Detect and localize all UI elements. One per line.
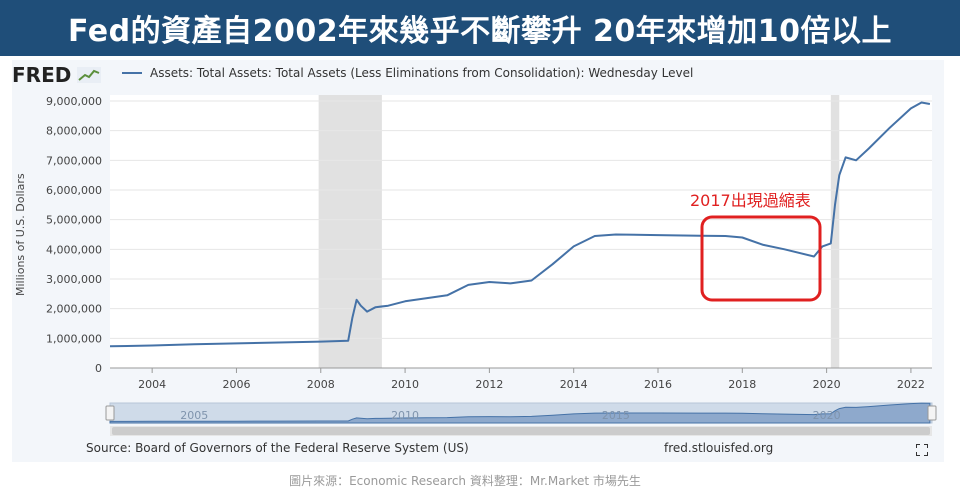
fred-logo-text: FRED: [12, 63, 72, 87]
x-tick-label: 2016: [644, 378, 672, 391]
y-tick-label: 9,000,000: [46, 95, 102, 108]
navigator-label: 2015: [602, 409, 630, 422]
navigator-label: 2010: [391, 409, 419, 422]
fullscreen-icon[interactable]: [916, 444, 928, 456]
navigator-label: 2020: [813, 409, 841, 422]
fred-graph-icon: [77, 67, 102, 83]
page-title: Fed的資產自2002年來幾乎不斷攀升 20年來增加10倍以上: [0, 0, 960, 56]
fred-logo: FRED: [12, 63, 112, 87]
scrollbar-thumb[interactable]: [112, 427, 930, 435]
y-tick-label: 3,000,000: [46, 273, 102, 286]
legend-line-swatch: [122, 72, 142, 74]
x-tick-label: 2008: [307, 378, 335, 391]
navigator-series: [109, 402, 931, 424]
y-tick-label: 5,000,000: [46, 214, 102, 227]
x-tick-label: 2010: [391, 378, 419, 391]
site-link[interactable]: fred.stlouisfed.org: [664, 441, 774, 455]
y-tick-label: 7,000,000: [46, 154, 102, 167]
source-text: Source: Board of Governors of the Federa…: [86, 441, 469, 455]
image-credit: 圖片來源：Economic Research 資料整理：Mr.Market 市場…: [289, 474, 641, 488]
recession-band: [830, 95, 840, 368]
recession-band: [318, 95, 382, 368]
navigator-handle[interactable]: [105, 405, 115, 421]
plot-area: [110, 95, 932, 368]
x-tick-label: 2014: [560, 378, 588, 391]
series-line: [109, 101, 931, 348]
x-tick-label: 2004: [138, 378, 166, 391]
series-title-text: Assets: Total Assets: Total Assets (Less…: [150, 66, 694, 80]
x-tick-label: 2006: [222, 378, 250, 391]
y-tick-label: 8,000,000: [46, 125, 102, 138]
y-tick-label: 0: [95, 362, 102, 375]
annotation-text: 2017出現過縮表: [690, 191, 811, 210]
annotation-box: [700, 215, 822, 302]
x-tick-label: 2018: [728, 378, 756, 391]
x-tick-label: 2012: [475, 378, 503, 391]
x-tick-label: 2022: [897, 378, 925, 391]
y-tick-label: 4,000,000: [46, 243, 102, 256]
y-tick-label: 2,000,000: [46, 303, 102, 316]
series-legend: Assets: Total Assets: Total Assets (Less…: [122, 66, 693, 80]
navigator-label: 2005: [180, 409, 208, 422]
navigator-handle[interactable]: [927, 405, 937, 421]
x-tick-label: 2020: [813, 378, 841, 391]
y-tick-label: 6,000,000: [46, 184, 102, 197]
y-tick-label: 1,000,000: [46, 332, 102, 345]
